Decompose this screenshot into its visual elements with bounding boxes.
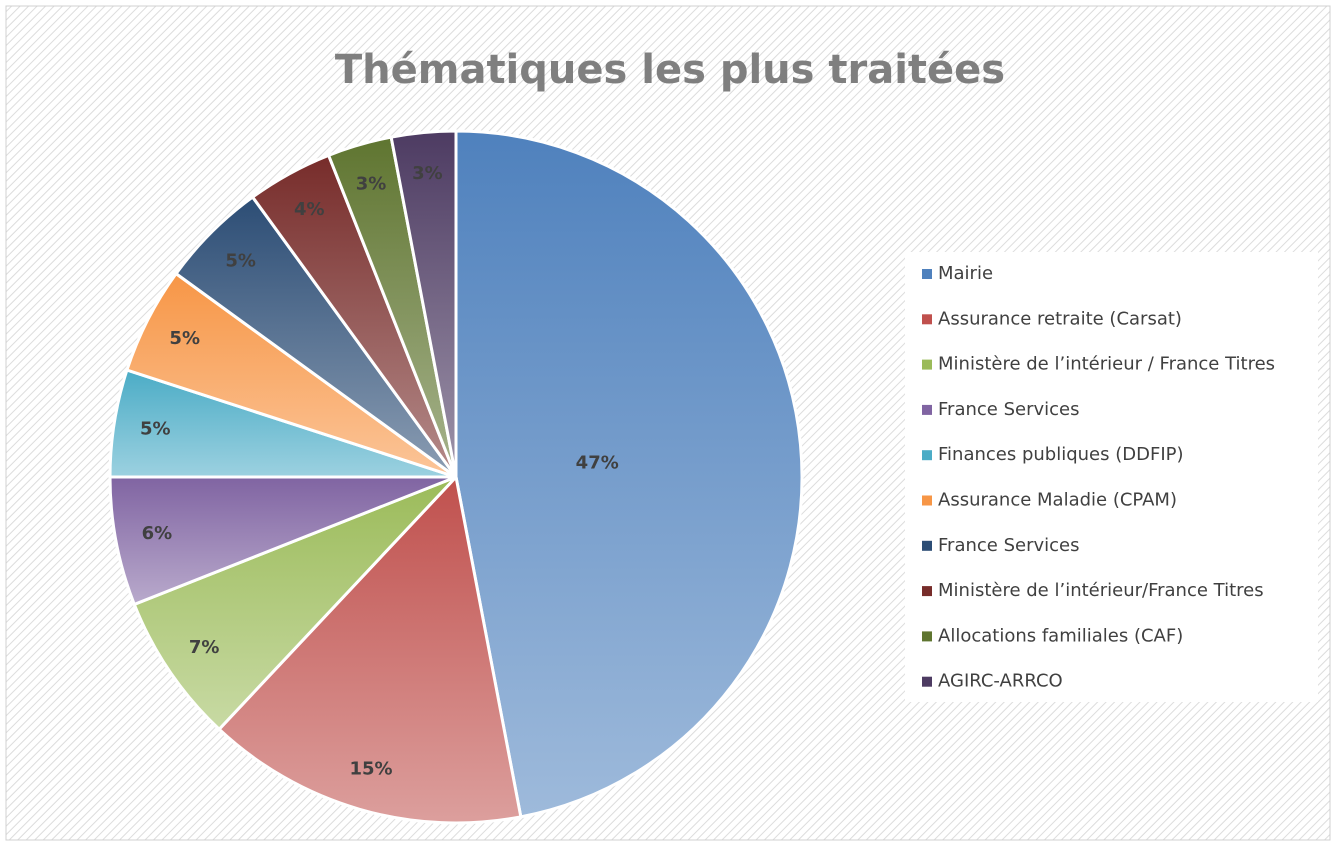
legend-label: Assurance Maladie (CPAM): [938, 490, 1177, 511]
data-label: 5%: [140, 418, 171, 439]
legend-label: Allocations familiales (CAF): [938, 625, 1183, 646]
data-label: 7%: [189, 637, 220, 658]
pie-slice: [108, 475, 457, 607]
legend-box: [905, 252, 1318, 702]
legend-swatch: [922, 450, 932, 461]
legend-label: Assurance retraite (Carsat): [938, 308, 1182, 329]
data-label: 3%: [412, 163, 443, 184]
data-label: 5%: [169, 328, 200, 349]
legend-label: Finances publiques (DDFIP): [938, 444, 1184, 465]
legend-label: Ministère de l’intérieur / France Titres: [938, 354, 1275, 375]
legend-label: Mairie: [938, 263, 993, 284]
data-label: 47%: [576, 453, 619, 474]
legend-swatch: [922, 269, 932, 279]
data-label: 5%: [225, 251, 256, 272]
legend-swatch: [922, 676, 932, 687]
legend-swatch: [922, 314, 932, 325]
legend-swatch: [922, 631, 932, 642]
legend-swatch: [922, 404, 932, 415]
legend-label: AGIRC-ARRCO: [938, 671, 1063, 692]
legend-label: Ministère de l’intérieur/France Titres: [938, 580, 1264, 601]
data-label: 15%: [350, 758, 393, 779]
pie-slice: [389, 129, 458, 478]
data-label: 6%: [142, 523, 173, 544]
legend-swatch: [922, 495, 932, 506]
legend-label: France Services: [938, 399, 1079, 420]
data-label: 3%: [356, 174, 387, 195]
pie-slice: [217, 473, 523, 825]
pie-slice: [132, 475, 458, 732]
pie-slice: [454, 129, 804, 819]
data-label: 4%: [294, 199, 325, 220]
legend-label: France Services: [938, 535, 1079, 556]
chart-title: Thématiques les plus traitées: [335, 47, 1005, 93]
legend-swatch: [922, 359, 932, 370]
legend-swatch: [922, 586, 932, 597]
legend-swatch: [922, 540, 932, 551]
